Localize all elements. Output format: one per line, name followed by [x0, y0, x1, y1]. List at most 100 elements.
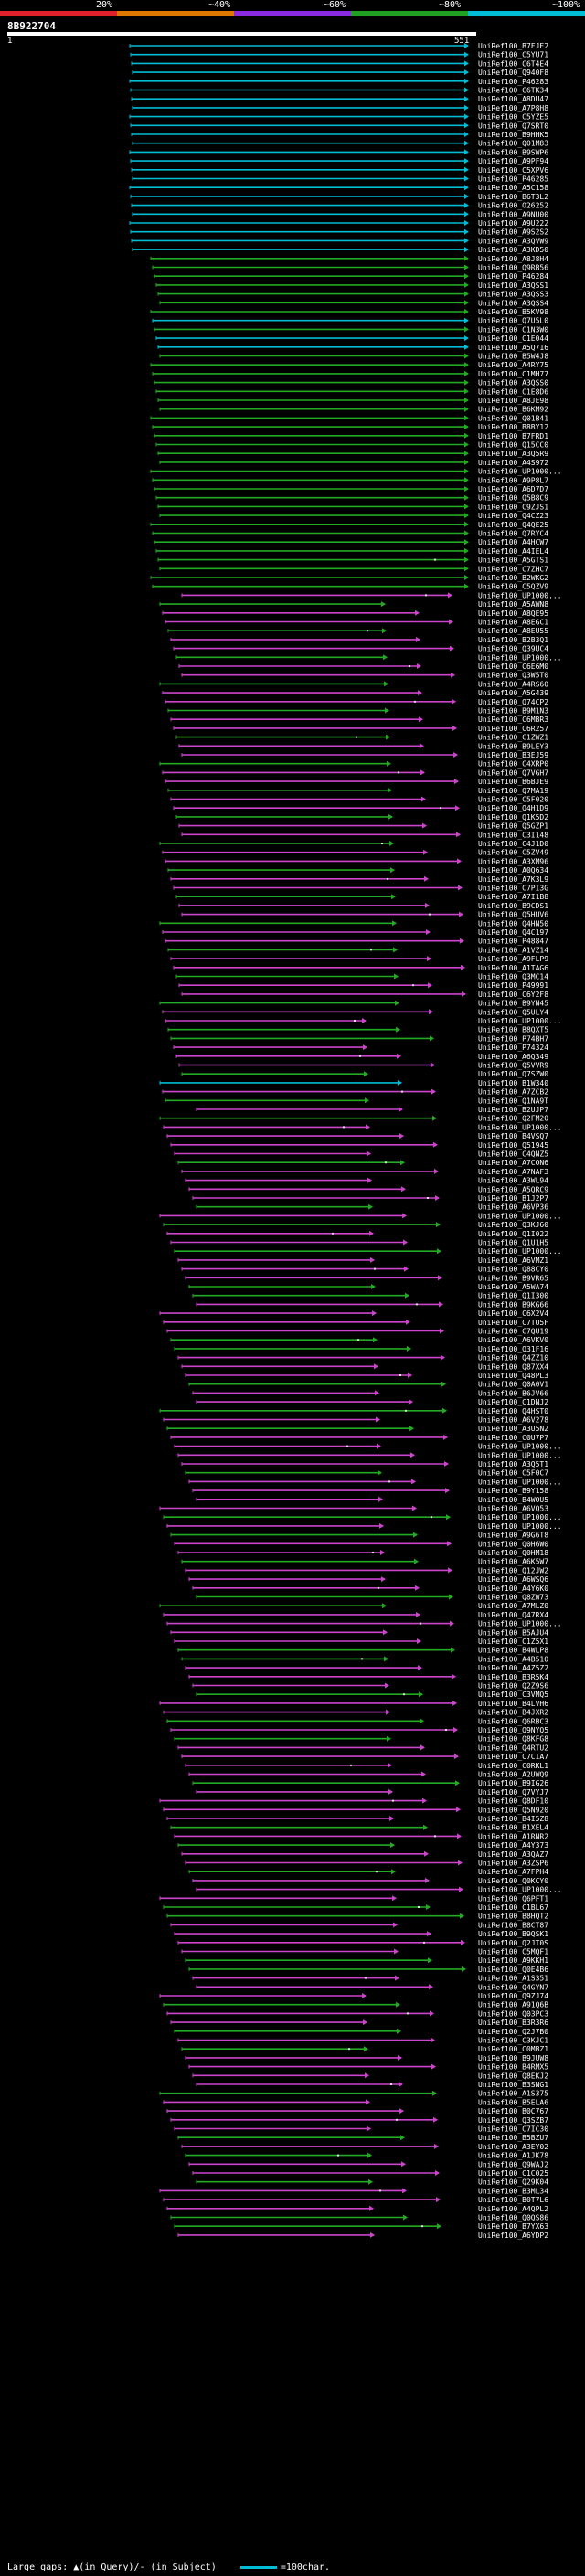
hit-row[interactable]: UniRef100_A4Y373 — [177, 1841, 548, 1850]
hit-row[interactable]: UniRef100_C1ZWZ1 — [176, 734, 548, 742]
hit-label[interactable]: UniRef100_B4JXR2 — [478, 1709, 548, 1717]
hit-row[interactable]: UniRef100_Q03PC3 — [166, 2009, 548, 2018]
hit-label[interactable]: UniRef100_B2UJP7 — [478, 1106, 548, 1114]
hit-row[interactable]: UniRef100_Q47RX4 — [163, 1611, 548, 1619]
hit-label[interactable]: UniRef100_A6VKV0 — [478, 1336, 548, 1344]
hit-row[interactable]: UniRef100_A4QPL2 — [166, 2205, 548, 2213]
hit-label[interactable]: UniRef100_Q8EKJ2 — [478, 2072, 548, 2080]
hit-label[interactable]: UniRef100_A9U222 — [478, 219, 548, 228]
hit-label[interactable]: UniRef100_B6T3L2 — [478, 193, 548, 201]
hit-label[interactable]: UniRef100_C5F020 — [478, 796, 548, 804]
hit-label[interactable]: UniRef100_A3Q5T1 — [478, 1460, 548, 1468]
hit-row[interactable]: UniRef100_Q7VYJ7 — [196, 1788, 548, 1797]
hit-row[interactable]: UniRef100_UP1000... — [188, 1478, 562, 1486]
hit-row[interactable]: UniRef100_B5BZU7 — [177, 2134, 548, 2142]
hit-row[interactable]: UniRef100_C4QNZ5 — [174, 1150, 548, 1159]
hit-label[interactable]: UniRef100_B1W340 — [478, 1079, 548, 1087]
hit-label[interactable]: UniRef100_Q4C197 — [478, 928, 548, 937]
hit-row[interactable]: UniRef100_Q4HST0 — [159, 1407, 548, 1415]
hit-row[interactable]: UniRef100_Q0HM18 — [177, 1549, 548, 1557]
hit-row[interactable]: UniRef100_A6VP36 — [196, 1203, 548, 1212]
hit-label[interactable]: UniRef100_Q15CC0 — [478, 441, 548, 450]
hit-row[interactable]: UniRef100_Q74CP2 — [165, 698, 548, 706]
hit-row[interactable]: UniRef100_Q5HUV6 — [181, 911, 548, 919]
hit-row[interactable]: UniRef100_B3EJ59 — [181, 751, 548, 759]
hit-row[interactable]: UniRef100_C5F0C7 — [185, 1469, 548, 1478]
hit-row[interactable]: UniRef100_B4JXR2 — [163, 1709, 548, 1717]
hit-label[interactable]: UniRef100_A3ZSP6 — [478, 1860, 548, 1868]
hit-row[interactable]: UniRef100_A8JE98 — [157, 397, 548, 405]
hit-row[interactable]: UniRef100_A3QSS3 — [157, 291, 548, 299]
hit-label[interactable]: UniRef100_Q39UC4 — [478, 645, 548, 653]
hit-label[interactable]: UniRef100_B5BZU7 — [478, 2134, 548, 2142]
hit-row[interactable]: UniRef100_B6T3L2 — [130, 193, 548, 201]
hit-row[interactable]: UniRef100_A6YDP2 — [177, 2231, 548, 2240]
hit-label[interactable]: UniRef100_A5Q716 — [478, 344, 548, 352]
hit-row[interactable]: UniRef100_A4HCW7 — [154, 538, 548, 546]
hit-row[interactable]: UniRef100_UP1000... — [165, 1017, 562, 1025]
hit-row[interactable]: UniRef100_A9G6T8 — [170, 1532, 548, 1540]
hit-row[interactable]: UniRef100_A7I1B8 — [176, 893, 548, 901]
hit-label[interactable]: UniRef100_A9KKH1 — [478, 1956, 548, 1965]
hit-row[interactable]: UniRef100_A9KKH1 — [185, 1956, 548, 1965]
hit-row[interactable]: UniRef100_B1J2P7 — [192, 1194, 548, 1203]
hit-label[interactable]: UniRef100_C5F0C7 — [478, 1469, 548, 1478]
hit-label[interactable]: UniRef100_Q29K04 — [478, 2178, 548, 2187]
hit-row[interactable]: UniRef100_B9Y158 — [192, 1487, 548, 1495]
hit-label[interactable]: UniRef100_Q9WAJ2 — [478, 2160, 548, 2168]
hit-label[interactable]: UniRef100_Q01B41 — [478, 414, 548, 422]
hit-row[interactable]: UniRef100_Q7VGH7 — [162, 769, 548, 777]
hit-label[interactable]: UniRef100_Q01M83 — [478, 140, 548, 148]
hit-label[interactable]: UniRef100_B5KV98 — [478, 308, 548, 316]
hit-row[interactable]: UniRef100_UP1000... — [166, 1522, 562, 1531]
hit-row[interactable]: UniRef100_C9ZJS1 — [157, 503, 548, 511]
hit-row[interactable]: UniRef100_B8QXT5 — [167, 1026, 548, 1034]
hit-label[interactable]: UniRef100_A2UWQ9 — [478, 1771, 548, 1779]
hit-row[interactable]: UniRef100_C6R257 — [173, 725, 548, 733]
hit-label[interactable]: UniRef100_C6E6M0 — [478, 663, 548, 671]
hit-label[interactable]: UniRef100_C1DNJ2 — [478, 1398, 548, 1406]
hit-label[interactable]: UniRef100_Q9RB56 — [478, 264, 548, 272]
hit-row[interactable]: UniRef100_B4WLP8 — [177, 1647, 548, 1655]
hit-label[interactable]: UniRef100_Q9ZJ74 — [478, 1992, 548, 2000]
hit-row[interactable]: UniRef100_A9S2S2 — [130, 228, 548, 237]
hit-row[interactable]: UniRef100_B3R3R6 — [170, 2019, 548, 2027]
hit-row[interactable]: UniRef100_Q3KJ60 — [163, 1221, 548, 1229]
hit-label[interactable]: UniRef100_B8CT87 — [478, 1921, 548, 1929]
hit-label[interactable]: UniRef100_C7QU19 — [478, 1328, 548, 1336]
hit-row[interactable]: UniRef100_A4Y6K0 — [192, 1585, 548, 1593]
hit-row[interactable]: UniRef100_Q0KCY0 — [192, 1877, 548, 1885]
hit-label[interactable]: UniRef100_C1BL67 — [478, 1903, 548, 1912]
hit-label[interactable]: UniRef100_A5G439 — [478, 689, 548, 697]
hit-row[interactable]: UniRef100_A6WSQ6 — [188, 1575, 548, 1584]
hit-label[interactable]: UniRef100_Q5GZP1 — [478, 822, 548, 831]
hit-row[interactable]: UniRef100_Q940F8 — [132, 69, 548, 77]
hit-label[interactable]: UniRef100_Q6RBC3 — [478, 1717, 548, 1725]
hit-row[interactable]: UniRef100_A7ZCB2 — [162, 1088, 548, 1097]
hit-label[interactable]: UniRef100_C7ZHC7 — [478, 565, 548, 573]
hit-row[interactable]: UniRef100_A6Q349 — [176, 1053, 548, 1061]
hit-row[interactable]: UniRef100_A3QVW9 — [131, 237, 548, 245]
hit-row[interactable]: UniRef100_C5ZV49 — [162, 849, 548, 857]
hit-label[interactable]: UniRef100_UP1000... — [478, 1017, 562, 1025]
hit-label[interactable]: UniRef100_Q4GYN7 — [478, 1983, 548, 1991]
hit-label[interactable]: UniRef100_A4RS60 — [478, 680, 548, 688]
hit-label[interactable]: UniRef100_Q3KJ60 — [478, 1221, 548, 1229]
hit-row[interactable]: UniRef100_Q8EKJ2 — [192, 2072, 548, 2080]
hit-row[interactable]: UniRef100_A5AWN8 — [159, 600, 548, 609]
hit-label[interactable]: UniRef100_C1C025 — [478, 2169, 548, 2178]
hit-label[interactable]: UniRef100_A7ZCB2 — [478, 1088, 548, 1097]
hit-label[interactable]: UniRef100_C1Z5X1 — [478, 1638, 548, 1646]
hit-row[interactable]: UniRef100_A3KD50 — [132, 246, 548, 254]
hit-row[interactable]: UniRef100_C7CIA7 — [181, 1753, 548, 1761]
hit-label[interactable]: UniRef100_A5QRC9 — [478, 1185, 548, 1193]
hit-label[interactable]: UniRef100_B0C767 — [478, 2107, 548, 2115]
hit-label[interactable]: UniRef100_A5GTS1 — [478, 557, 548, 565]
hit-label[interactable]: UniRef100_B9CDS1 — [478, 902, 548, 910]
hit-label[interactable]: UniRef100_C6Y2F8 — [478, 991, 548, 999]
hit-label[interactable]: UniRef100_C3VMQ5 — [478, 1691, 548, 1699]
hit-row[interactable]: UniRef100_P46284 — [154, 272, 548, 281]
hit-row[interactable]: UniRef100_C3VMQ5 — [196, 1691, 548, 1699]
hit-label[interactable]: UniRef100_A3Q5R9 — [478, 450, 548, 458]
hit-label[interactable]: UniRef100_P46285 — [478, 175, 548, 184]
